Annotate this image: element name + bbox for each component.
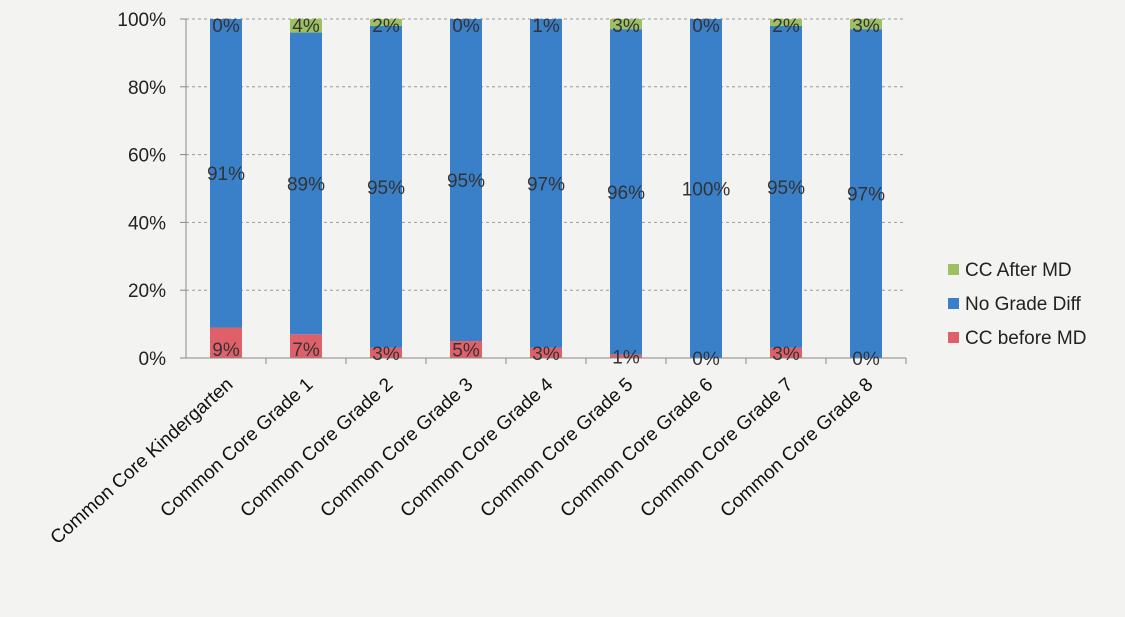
bar-segment [770,347,802,358]
legend-swatch [948,264,959,275]
bar-segment [530,19,562,348]
data-label: 3% [372,344,400,365]
data-label: 97% [847,185,885,206]
category-label: Common Core Grade 1 [157,374,318,522]
category-label: Common Core Grade 6 [557,374,718,522]
bar-segment [770,25,802,348]
legend-label: CC After MD [965,260,1072,281]
data-label: 9% [212,340,240,361]
bar-segment [530,347,562,358]
legend-swatch [948,298,959,309]
data-label: 0% [212,16,240,37]
y-tick-label: 60% [128,146,166,167]
data-label: 100% [682,180,731,201]
data-label: 97% [527,174,565,195]
data-label: 96% [607,183,645,204]
data-label: 0% [692,349,720,370]
category-label: Common Core Grade 2 [237,374,398,522]
bar-segment [450,19,482,342]
bar-segment [770,19,802,26]
data-label: 3% [852,16,880,37]
category-label: Common Core Grade 4 [397,374,558,522]
legend-label: No Grade Diff [965,294,1082,315]
category-label: Common Core Grade 7 [637,374,798,522]
y-tick-label: 20% [128,281,166,302]
bar-segment [690,19,722,358]
data-label: 3% [612,16,640,37]
legend: CC After MD No Grade Diff CC before MD [948,260,1086,349]
bar-segment [850,29,882,358]
bar-segment [290,19,322,33]
bar-segment [370,19,402,26]
bar-segment [610,354,642,358]
bar-segment [450,341,482,358]
data-label: 2% [772,16,800,37]
category-label: Common Core Grade 5 [477,374,638,522]
data-label: 2% [372,16,400,37]
bars [210,19,882,358]
data-label: 7% [292,340,320,361]
y-tick-label: 80% [128,78,166,99]
legend-swatch [948,332,959,343]
data-label: 89% [287,174,325,195]
bar-segment [370,347,402,358]
data-label: 95% [447,171,485,192]
bar-segment [290,32,322,335]
data-label: 1% [532,16,560,37]
data-label: 4% [292,16,320,37]
bar-segment [610,29,642,355]
legend-label: CC before MD [965,328,1086,349]
bar-segment [210,19,242,328]
bar-segment [370,25,402,348]
category-label: Common Core Grade 3 [317,374,478,522]
data-label: 0% [852,349,880,370]
data-label: 91% [207,164,245,185]
data-label: 5% [452,341,480,362]
data-labels: 9% 91% 0% 7% 89% 4% 3% 95% 2% 5% 95% 0% 3% 97% 1% 1% 96%… [207,16,885,370]
data-label: 95% [367,178,405,199]
y-tick-label: 0% [139,349,167,370]
data-label: 95% [767,178,805,199]
data-label: 1% [612,347,640,368]
bar-segment [610,19,642,30]
y-tick-label: 100% [117,10,166,31]
category-label: Common Core Grade 8 [717,374,878,522]
data-label: 3% [772,344,800,365]
bar-segment [290,334,322,358]
y-tick-label: 40% [128,213,166,234]
data-label: 0% [692,16,720,37]
bar-segment [210,327,242,358]
data-label: 0% [452,16,480,37]
data-label: 3% [532,344,560,365]
bar-segment [850,19,882,30]
